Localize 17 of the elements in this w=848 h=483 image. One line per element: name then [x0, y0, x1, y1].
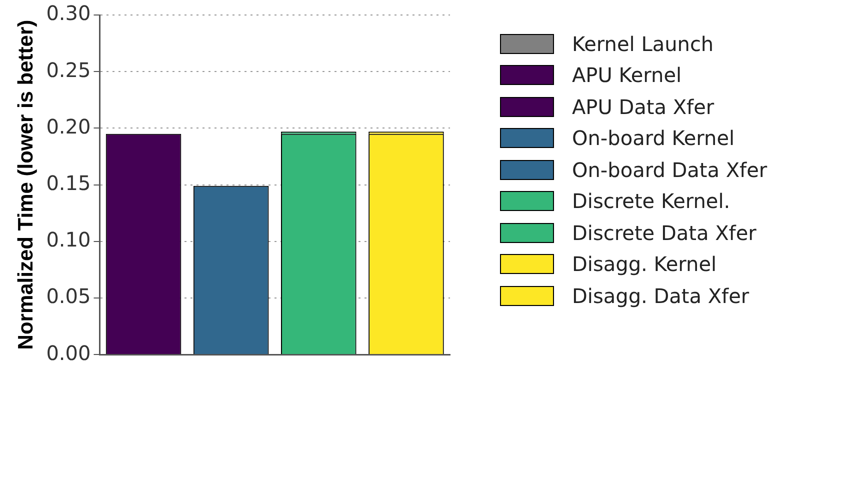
y-tick-label: 0.10 — [46, 228, 91, 252]
legend-label: Discrete Kernel. — [572, 189, 730, 214]
legend-label: APU Data Xfer — [572, 94, 714, 119]
y-axis-title: Normalized Time (lower is better) — [14, 20, 38, 350]
y-tick-label: 0.15 — [46, 171, 91, 196]
legend-label: Disagg. Data Xfer — [572, 284, 750, 308]
legend-label: Kernel Launch — [572, 32, 714, 56]
legend-label: Discrete Data Xfer — [572, 220, 756, 245]
legend-label: On-board Kernel — [572, 126, 735, 150]
y-tick-label: 0.30 — [46, 1, 91, 26]
y-tick-label: 0.05 — [46, 284, 91, 308]
y-tick-label: 0.00 — [46, 340, 91, 365]
legend-label: APU Kernel — [572, 63, 682, 88]
y-tick-label: 0.20 — [46, 114, 91, 138]
y-tick-label: 0.25 — [46, 58, 91, 82]
legend-label: Disagg. Kernel — [572, 252, 717, 276]
legend-label: On-board Data Xfer — [572, 158, 768, 182]
